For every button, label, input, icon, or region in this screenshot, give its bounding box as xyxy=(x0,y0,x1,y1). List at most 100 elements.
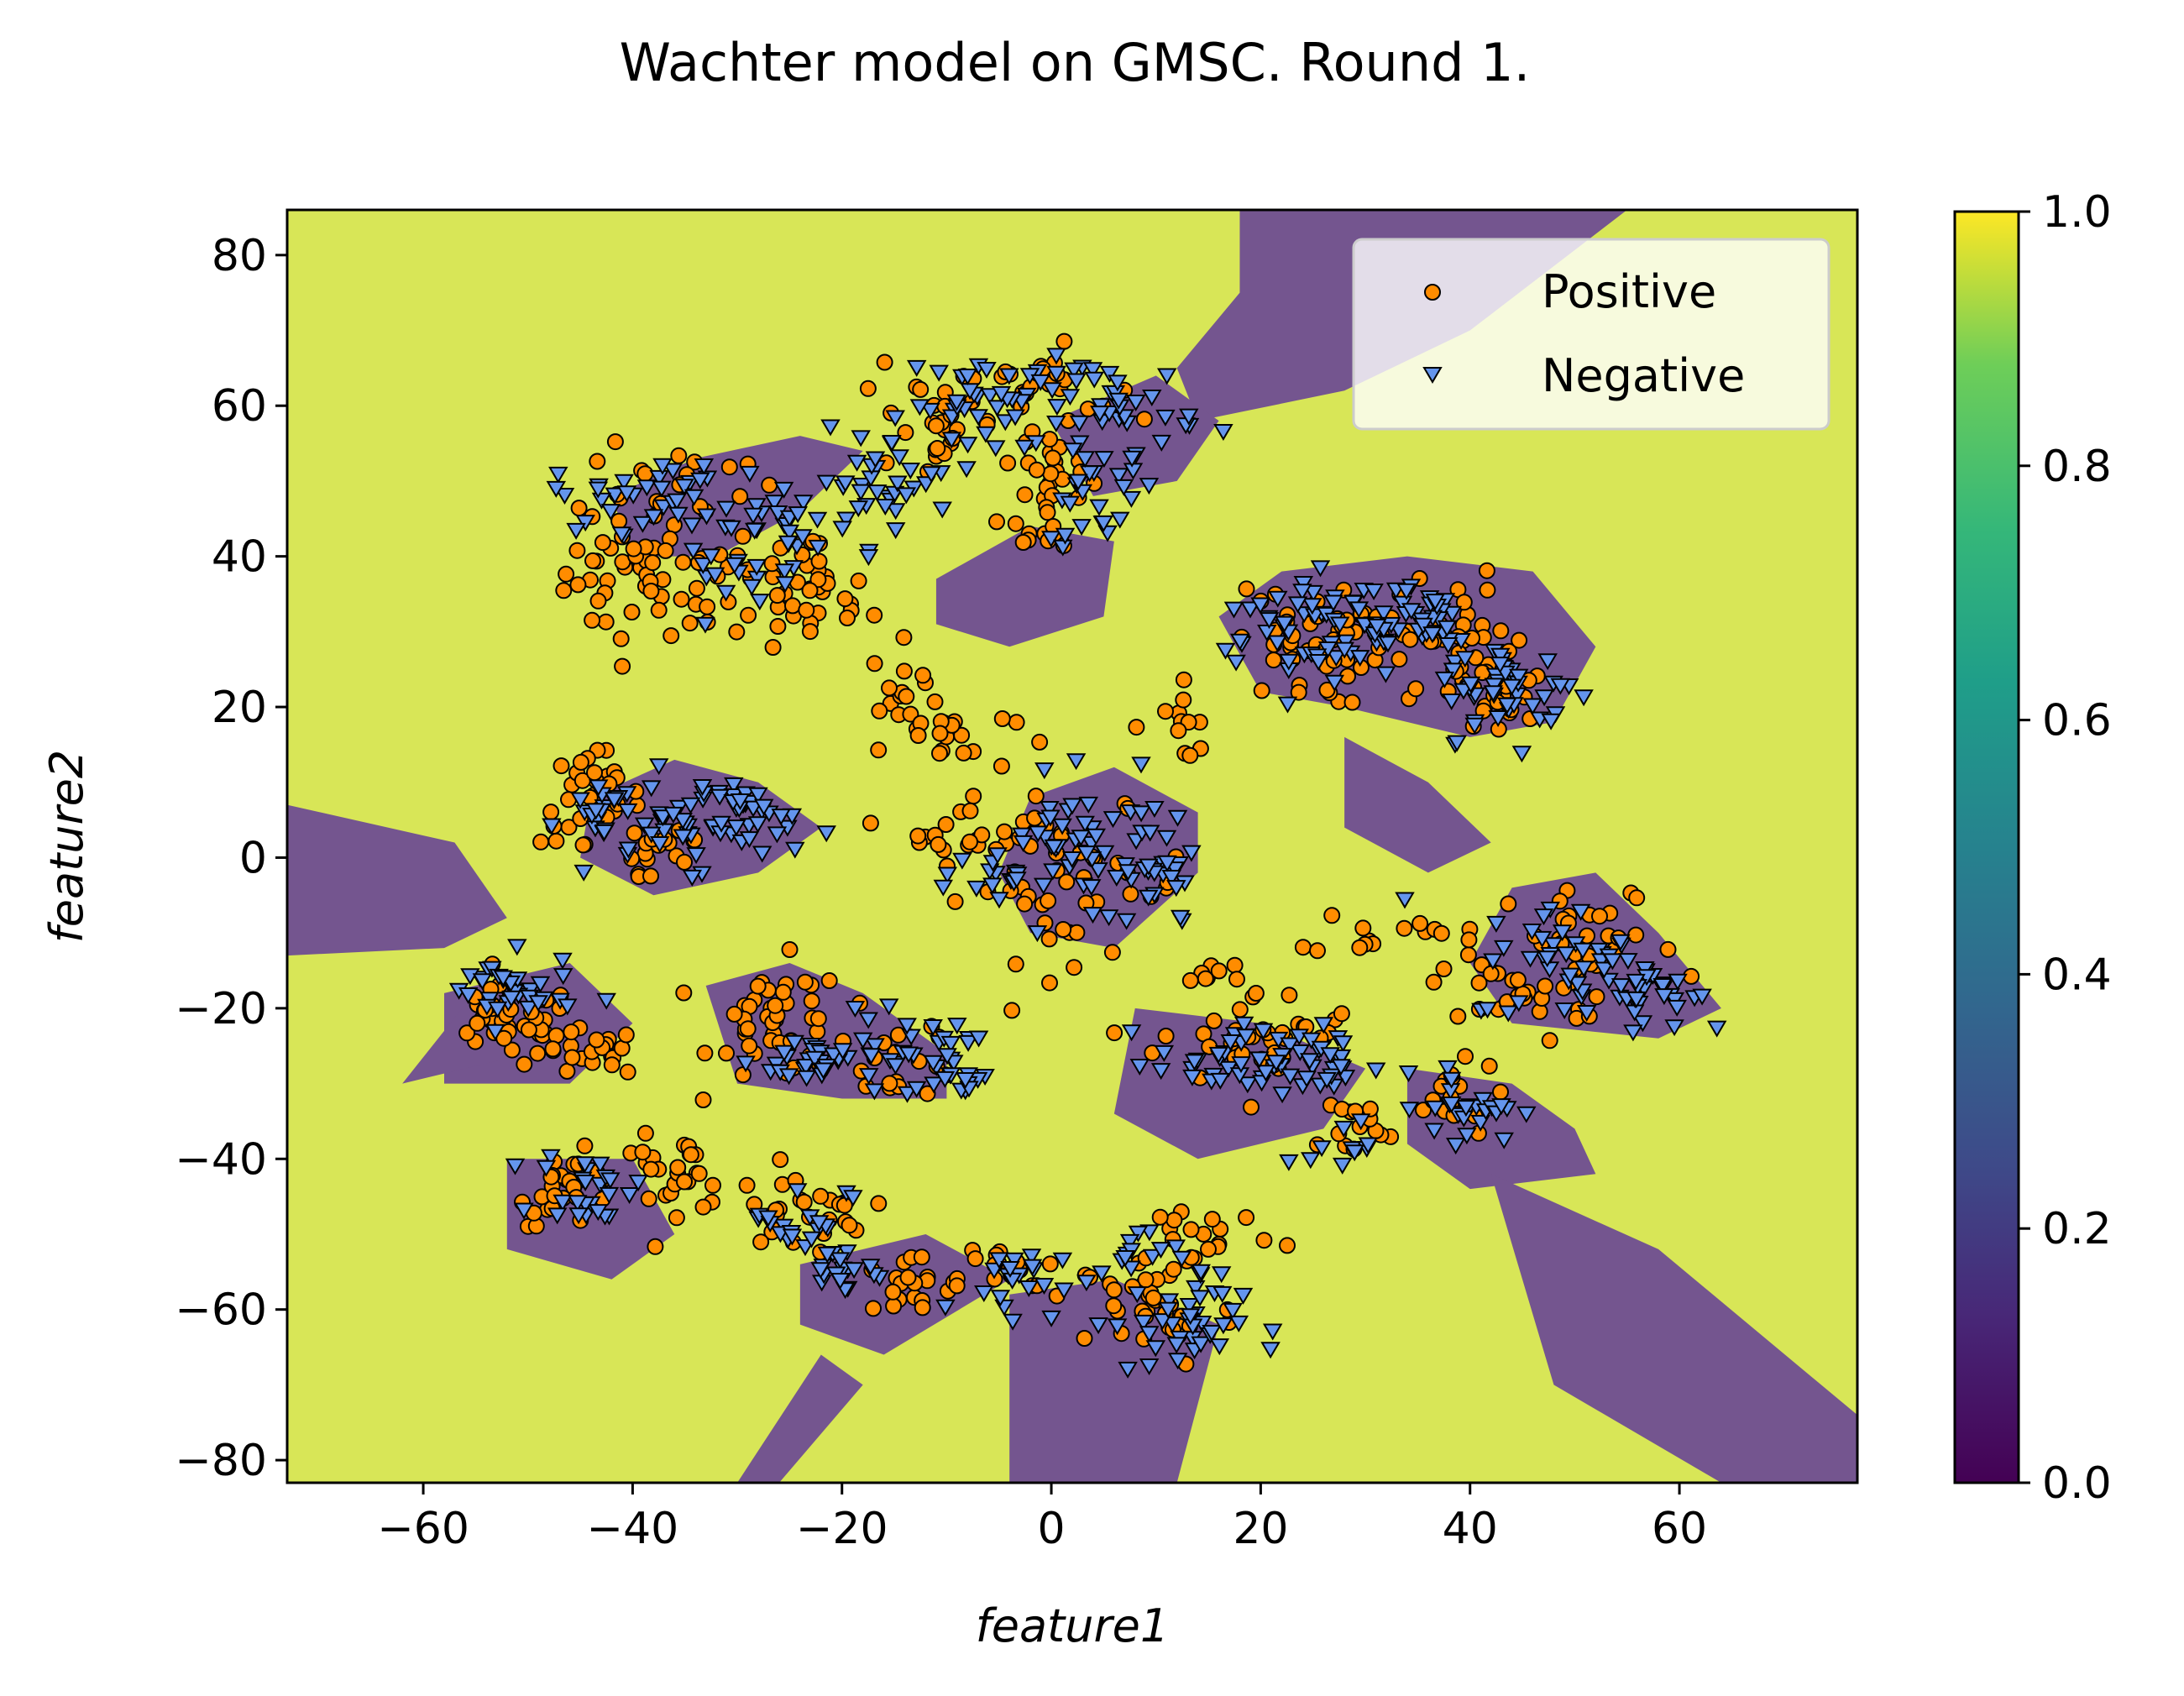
positive-point xyxy=(1175,671,1192,688)
positive-point xyxy=(1255,1232,1273,1249)
negative-point xyxy=(1533,908,1554,926)
negative-point xyxy=(1054,1282,1074,1300)
negative-point xyxy=(736,1055,756,1073)
positive-point xyxy=(871,702,888,720)
negative-point xyxy=(1066,753,1087,771)
negative-point xyxy=(836,511,856,529)
positive-point xyxy=(1105,1281,1123,1299)
positive-point xyxy=(812,1187,830,1205)
positive-point xyxy=(572,753,589,771)
negative-point xyxy=(1623,1024,1643,1042)
negative-point xyxy=(921,466,941,484)
negative-point xyxy=(730,793,751,810)
positive-point xyxy=(809,571,827,589)
negative-point xyxy=(1611,978,1631,996)
plot-frame xyxy=(285,208,1859,1484)
negative-point xyxy=(1349,601,1370,619)
negative-point xyxy=(779,524,800,542)
negative-point xyxy=(1202,1325,1222,1342)
negative-point xyxy=(1066,373,1087,390)
negative-point xyxy=(628,1175,648,1192)
negative-point xyxy=(570,792,590,809)
negative-point xyxy=(643,509,664,526)
negative-point xyxy=(1378,636,1398,653)
positive-point xyxy=(606,433,624,451)
colorbar-tick-label: 0.6 xyxy=(2042,696,2112,746)
negative-point xyxy=(923,1019,943,1036)
negative-point xyxy=(686,847,706,865)
negative-point xyxy=(487,1001,508,1018)
negative-point xyxy=(1223,1302,1243,1320)
negative-point xyxy=(542,818,562,835)
negative-point xyxy=(1470,1114,1490,1132)
negative-point xyxy=(1118,1361,1138,1379)
negative-point xyxy=(1560,967,1580,985)
positive-point xyxy=(1459,946,1477,964)
negative-point xyxy=(1088,862,1108,880)
negative-point xyxy=(807,511,828,529)
positive-point xyxy=(574,836,592,854)
positive-point xyxy=(1103,944,1121,961)
positive-point xyxy=(1333,1005,1350,1023)
positive-point xyxy=(801,623,819,641)
positive-point xyxy=(553,757,570,775)
negative-point xyxy=(1324,674,1345,692)
negative-point xyxy=(568,1195,588,1212)
positive-point xyxy=(913,1248,930,1266)
negative-point xyxy=(1344,1144,1364,1162)
negative-point xyxy=(694,458,715,475)
negative-point xyxy=(573,864,594,882)
negative-point xyxy=(1113,479,1134,496)
negative-point xyxy=(1052,1252,1073,1269)
negative-point xyxy=(1108,392,1129,410)
positive-point xyxy=(809,1010,827,1028)
positive-point xyxy=(749,977,767,995)
positive-point xyxy=(734,1066,752,1084)
negative-point xyxy=(1413,617,1433,635)
positive-point xyxy=(1044,449,1061,467)
positive-point xyxy=(642,867,659,885)
positive-point xyxy=(810,552,828,570)
positive-point xyxy=(1265,652,1282,669)
negative-point xyxy=(933,879,954,897)
positive-point xyxy=(731,488,749,505)
positive-point xyxy=(1588,988,1605,1006)
positive-point xyxy=(1591,908,1608,925)
positive-point xyxy=(558,565,575,583)
colorbar-tick-label: 1.0 xyxy=(2042,187,2112,238)
positive-point xyxy=(772,1151,789,1169)
negative-point xyxy=(1267,635,1287,652)
negative-point xyxy=(1108,374,1128,392)
negative-point xyxy=(566,522,586,540)
negative-point xyxy=(878,998,899,1016)
positive-point xyxy=(720,458,738,476)
negative-point xyxy=(648,758,669,776)
negative-point xyxy=(1460,676,1481,694)
negative-point xyxy=(600,1172,621,1190)
negative-point xyxy=(1119,1233,1140,1251)
negative-point xyxy=(1021,1248,1042,1266)
negative-point xyxy=(774,1044,794,1062)
negative-point xyxy=(1139,1358,1160,1375)
negative-point xyxy=(1494,1132,1514,1149)
negative-point xyxy=(960,383,980,400)
legend: Positive Negative xyxy=(1352,238,1830,431)
y-axis-label: feature2 xyxy=(40,750,93,944)
positive-point xyxy=(1361,1100,1379,1118)
negative-point xyxy=(820,419,841,437)
positive-point xyxy=(1435,961,1453,977)
positive-point xyxy=(1175,691,1192,709)
positive-point xyxy=(801,582,819,599)
negative-point xyxy=(604,792,625,809)
positive-point xyxy=(929,440,946,457)
negative-point xyxy=(1236,1029,1256,1046)
negative-point xyxy=(1128,1225,1149,1243)
positive-point xyxy=(738,1176,756,1194)
x-tick-label: 0 xyxy=(1038,1504,1066,1554)
negative-point xyxy=(1043,863,1063,881)
positive-point xyxy=(1066,959,1083,976)
negative-point xyxy=(1184,1054,1205,1071)
negative-point xyxy=(785,841,805,859)
positive-point xyxy=(647,1238,664,1255)
negative-point xyxy=(937,866,958,884)
